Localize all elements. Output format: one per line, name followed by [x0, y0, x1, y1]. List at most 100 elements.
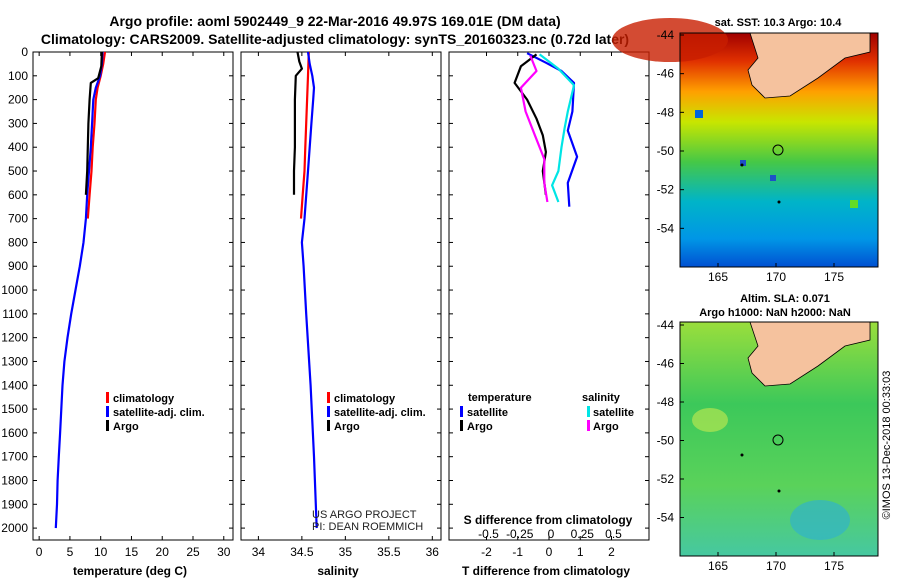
depth-tick-label: 1300 [1, 354, 28, 368]
x-tick-label: 2 [608, 545, 615, 559]
island-marker [740, 453, 744, 457]
figure-title-line-2: Climatology: CARS2009. Satellite-adjuste… [41, 31, 629, 47]
map-x-tick-label: 165 [708, 559, 728, 573]
legend-label-climatology: climatology [334, 393, 396, 405]
temperature-axis-label: temperature (deg C) [73, 564, 187, 578]
depth-tick-label: 1000 [1, 283, 28, 297]
sst-map-axes: 165 170 175 -44 -46 -48 -50 -52 -54 [657, 28, 845, 284]
x2-tick-label: -0.5 [478, 527, 499, 541]
sst-warm-patch [612, 18, 728, 62]
x-tick-label: 35.5 [377, 545, 401, 559]
x-tick-label: 25 [186, 545, 200, 559]
legend-label-climatology: climatology [113, 393, 175, 405]
land-new-zealand [747, 321, 871, 387]
series-line-satellite-adj-clim- [54, 51, 104, 529]
sst-map [612, 18, 879, 268]
profile-location-marker [772, 144, 784, 156]
depth-axis: 0 100 200 300 400 500 600 700 800 900 1000 1100 1200… [1, 45, 28, 535]
depth-tick-label: 1700 [1, 450, 28, 464]
plot-frame [32, 51, 234, 541]
depth-tick-label: 2000 [1, 521, 28, 535]
map-y-tick-label: -44 [657, 318, 675, 332]
imos-timestamp: ©IMOS 13-Dec-2018 00:33:03 [881, 371, 893, 520]
series-line-argo [292, 51, 303, 195]
series-line-argo [84, 51, 103, 195]
depth-tick-label: 300 [8, 116, 28, 130]
depth-tick-label: 400 [8, 140, 28, 154]
x-tick-label: 20 [156, 545, 170, 559]
s-difference-axis-label: S difference from climatology [464, 513, 633, 527]
map-y-tick-label: -54 [657, 511, 675, 525]
temperature-panel: 0 5 10 15 20 25 30 [32, 51, 234, 559]
x2-tick-label: -0.25 [506, 527, 534, 541]
x-tick-label: 0 [546, 545, 553, 559]
map-y-tick-label: -46 [657, 67, 675, 81]
sla-map-axes: 165 170 175 -44 -46 -48 -50 -52 -54 [657, 318, 845, 573]
x-tick-label: 5 [67, 545, 74, 559]
x-tick-label: 35 [339, 545, 353, 559]
difference-panel: -2 -1 0 1 2 -0.5 -0.25 0 0.25 0.5 [448, 51, 650, 559]
legend-label-s-satellite: satellite [593, 407, 634, 419]
legend-label-t-satellite: satellite [467, 407, 508, 419]
map-y-tick-label: -48 [657, 105, 675, 119]
legend-swatch-t-argo [460, 420, 463, 431]
legend-swatch-argo [327, 420, 330, 431]
legend-swatch-climatology [327, 392, 330, 403]
legend-title-temperature: temperature [468, 392, 532, 404]
depth-tick-label: 700 [8, 212, 28, 226]
x-tick-label: 36 [426, 545, 440, 559]
sst-cold-patch [770, 175, 776, 181]
legend-swatch-satellite [106, 406, 109, 417]
map-y-tick-label: -46 [657, 357, 675, 371]
x-tick-label: 34.5 [290, 545, 314, 559]
map-y-tick-label: -50 [657, 144, 675, 158]
depth-tick-label: 500 [8, 164, 28, 178]
credits-line-1: US ARGO PROJECT [312, 509, 417, 521]
series-line-salinity-argo [519, 55, 549, 203]
map-y-tick-label: -44 [657, 28, 675, 42]
x-tick-label: 1 [577, 545, 584, 559]
x2-tick-label: 0.5 [605, 527, 622, 541]
island-marker [777, 489, 781, 493]
series-line-climatology [299, 51, 310, 219]
depth-tick-label: 200 [8, 93, 28, 107]
depth-tick-label: 1600 [1, 426, 28, 440]
depth-tick-label: 1200 [1, 331, 28, 345]
t-difference-axis-label: T difference from climatology [462, 564, 630, 578]
sla-low-patch [790, 500, 850, 540]
legend-swatch-satellite [327, 406, 330, 417]
sla-high-patch [692, 408, 728, 432]
legend-swatch-s-satellite [587, 406, 590, 417]
land-new-zealand [747, 32, 871, 99]
legend-label-satellite: satellite-adj. clim. [113, 407, 205, 419]
legend-label-argo: Argo [334, 421, 360, 433]
series-line-satellite-adj-clim- [300, 51, 318, 529]
sst-map-title: sat. SST: 10.3 Argo: 10.4 [715, 17, 843, 29]
salinity-panel: 34 34.5 35 35.5 36 [240, 51, 442, 559]
sla-map-title-line-1: Altim. SLA: 0.071 [740, 293, 830, 305]
map-x-tick-label: 170 [766, 559, 786, 573]
depth-tick-label: 1100 [2, 307, 28, 321]
x2-tick-label: 0.25 [571, 527, 595, 541]
series-line-salinity-satellite [538, 53, 576, 203]
x-tick-label: 10 [94, 545, 108, 559]
map-y-tick-label: -48 [657, 395, 675, 409]
depth-tick-label: 0 [21, 45, 28, 59]
legend-label-s-argo: Argo [593, 421, 619, 433]
sla-map-title-line-2: Argo h1000: NaN h2000: NaN [699, 307, 851, 319]
sst-map-frame [679, 32, 879, 268]
legend-swatch-s-argo [587, 420, 590, 431]
x-tick-label: 15 [125, 545, 139, 559]
map-x-tick-label: 165 [708, 270, 728, 284]
sst-cold-patch [695, 110, 703, 118]
depth-tick-label: 900 [8, 259, 28, 273]
plot-frame [448, 51, 650, 541]
map-x-tick-label: 170 [766, 270, 786, 284]
legend-title-salinity: salinity [582, 392, 621, 404]
depth-tick-label: 600 [8, 188, 28, 202]
sla-map [679, 321, 879, 557]
map-y-tick-label: -54 [657, 221, 675, 235]
difference-legend: temperature salinity satellite Argo sate… [460, 392, 634, 433]
island-marker [740, 163, 744, 167]
